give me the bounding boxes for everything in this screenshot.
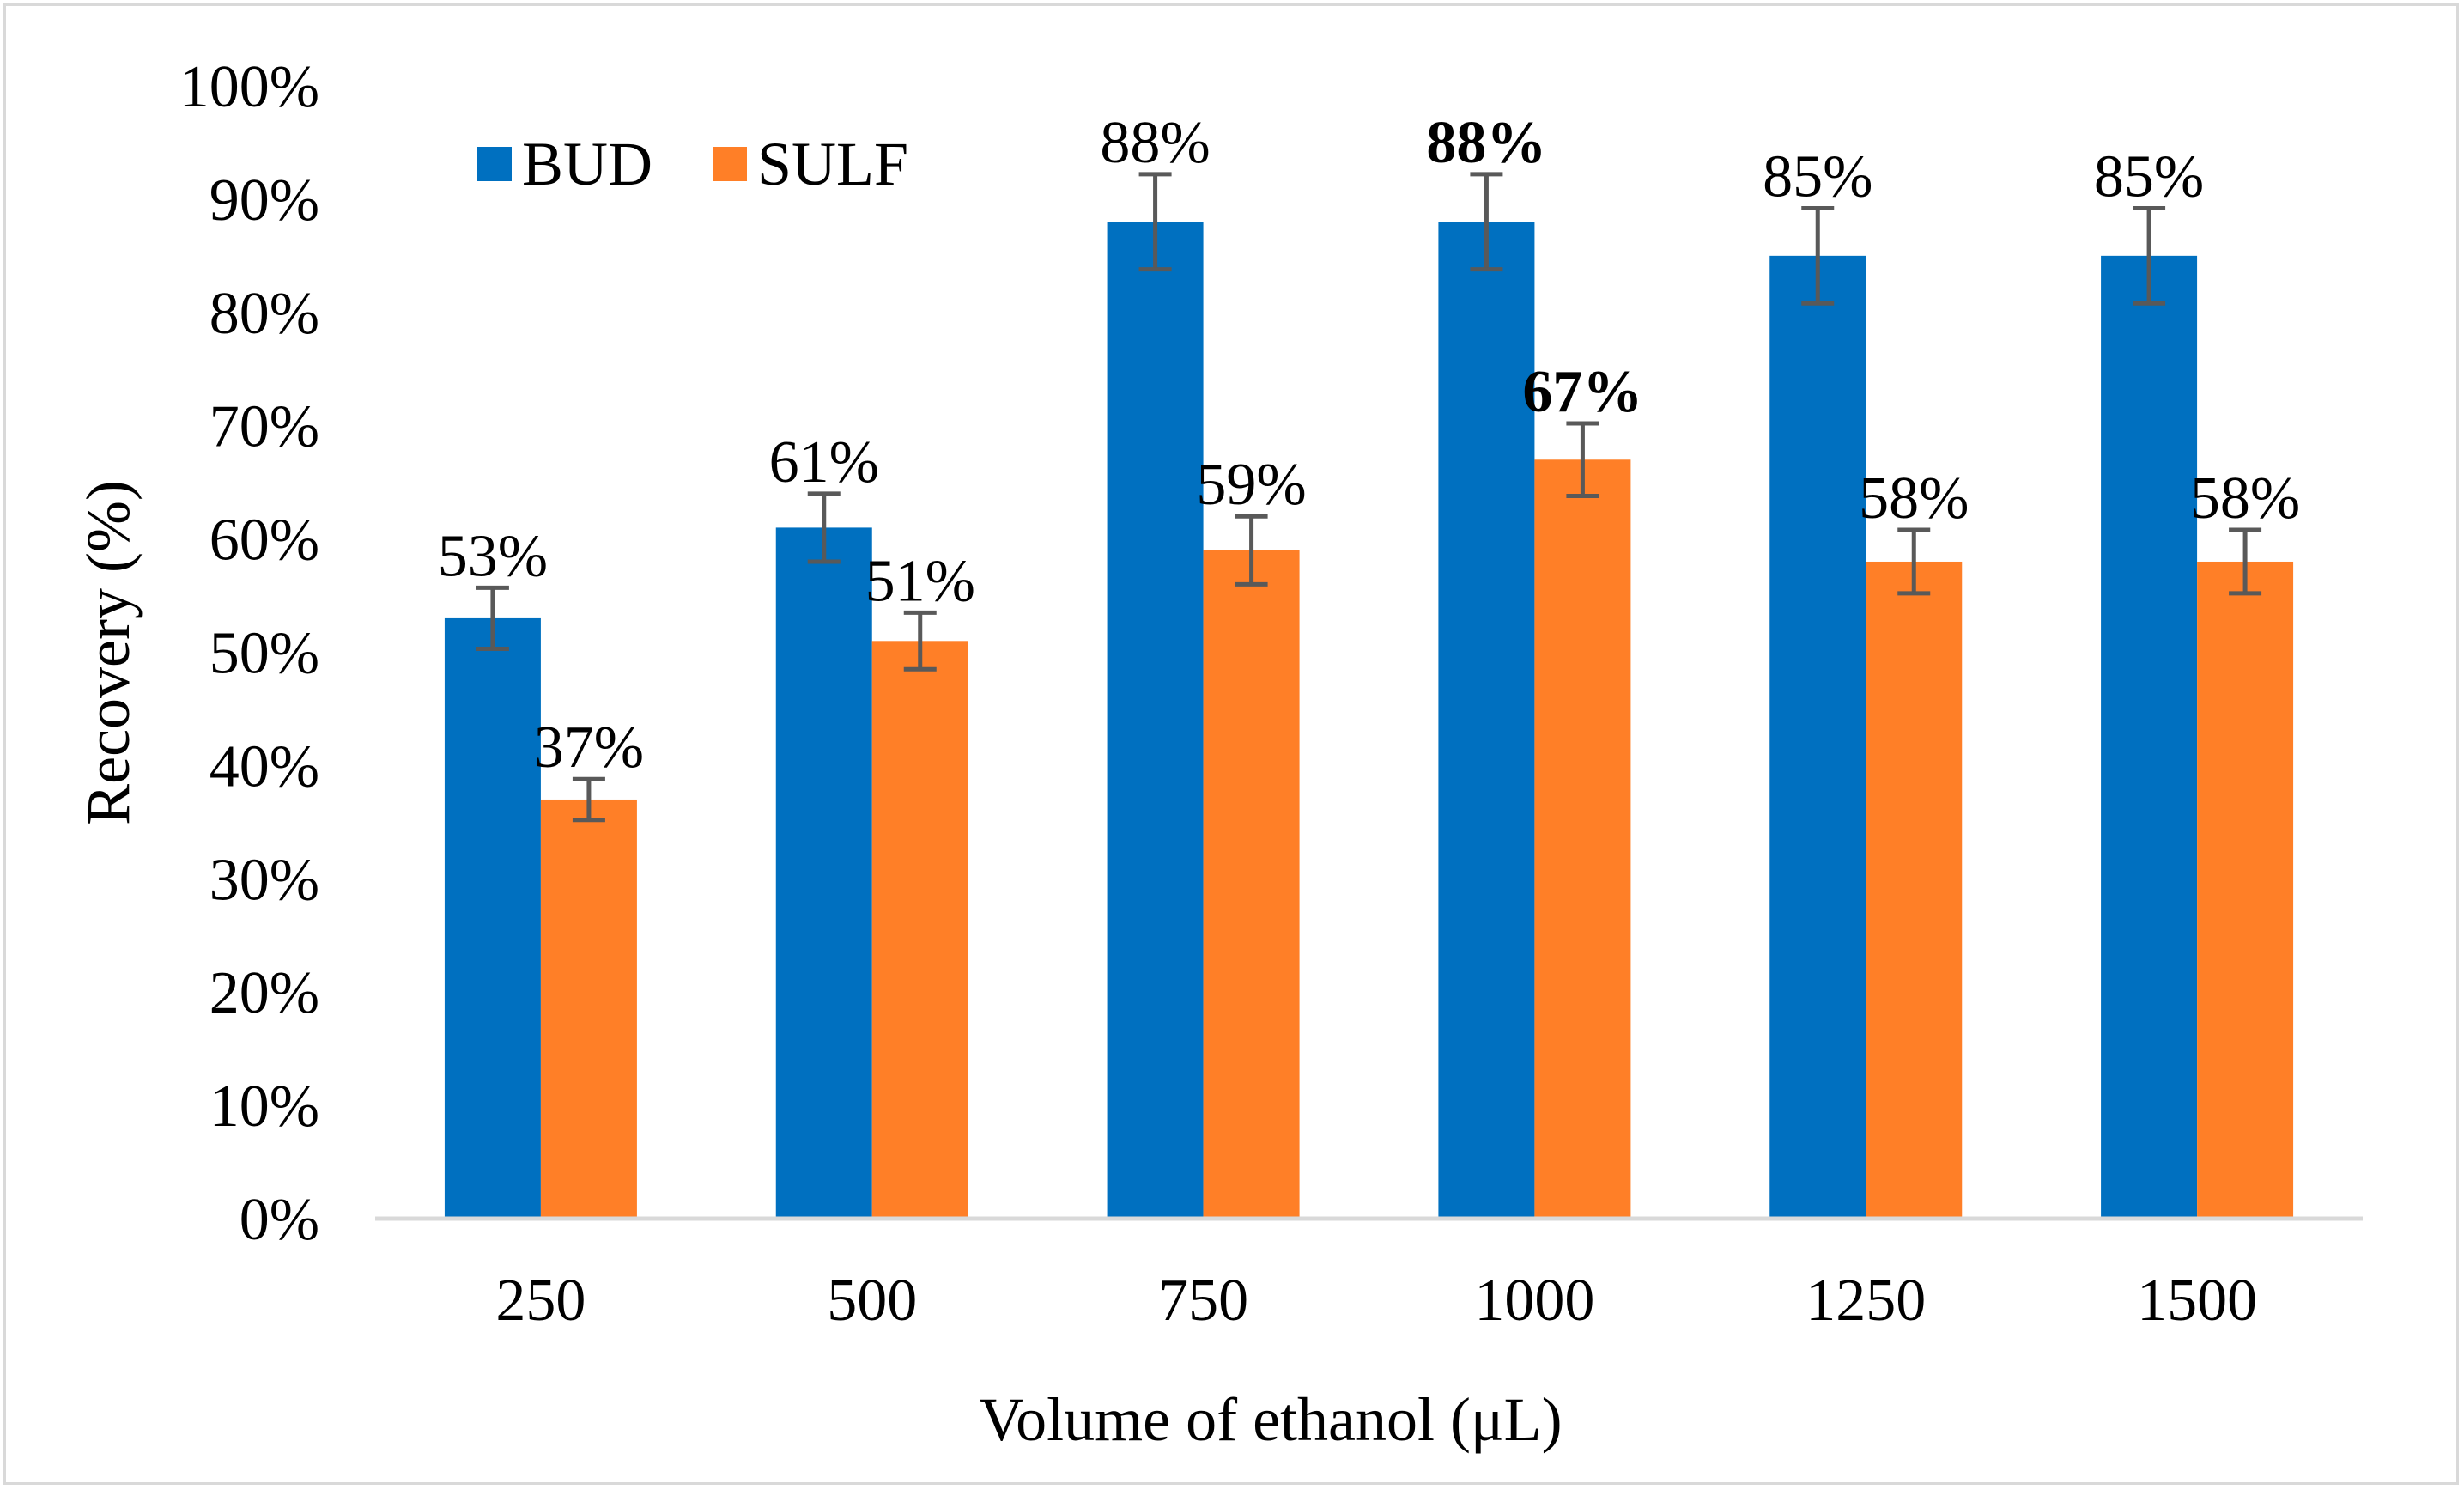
x-axis-categories: 250 500 750 1000 1250 1500 bbox=[495, 1268, 2257, 1334]
y-tick-label: 80% bbox=[209, 281, 319, 347]
y-tick-label: 0% bbox=[240, 1187, 319, 1253]
bar-sulf-750 bbox=[1203, 550, 1300, 1219]
legend: BUD SULF bbox=[477, 130, 908, 198]
data-label-sulf-1000: 67% bbox=[1522, 359, 1642, 425]
error-bar-bud-500 bbox=[807, 491, 841, 564]
y-tick-label: 60% bbox=[209, 508, 319, 574]
x-category-label: 1250 bbox=[1806, 1268, 1926, 1334]
x-category-label: 750 bbox=[1158, 1268, 1248, 1334]
data-label-bud-1500: 85% bbox=[2094, 143, 2204, 210]
x-category-label: 500 bbox=[827, 1268, 917, 1334]
error-bar-sulf-750 bbox=[1235, 514, 1268, 587]
y-tick-label: 70% bbox=[209, 394, 319, 460]
data-label-sulf-750: 59% bbox=[1196, 452, 1306, 518]
x-category-label: 1000 bbox=[1474, 1268, 1594, 1334]
data-label-sulf-1500: 58% bbox=[2190, 465, 2300, 532]
data-label-bud-750: 88% bbox=[1100, 110, 1210, 176]
x-category-label: 250 bbox=[495, 1268, 586, 1334]
y-tick-label: 10% bbox=[209, 1073, 319, 1140]
legend-swatch-bud bbox=[477, 147, 512, 181]
legend-swatch-sulf bbox=[713, 147, 747, 181]
y-tick-label: 20% bbox=[209, 960, 319, 1026]
x-axis-title: Volume of ethanol (μL) bbox=[979, 1385, 1562, 1454]
data-label-bud-1250: 85% bbox=[1763, 143, 1872, 210]
bar-sulf-1500 bbox=[2197, 561, 2294, 1219]
y-tick-label: 90% bbox=[209, 167, 319, 234]
y-tick-label: 40% bbox=[209, 733, 319, 800]
data-label-bud-500: 61% bbox=[769, 429, 879, 496]
data-label-sulf-250: 37% bbox=[534, 715, 644, 781]
bar-bud-750 bbox=[1107, 222, 1204, 1219]
data-label-sulf-1250: 58% bbox=[1859, 465, 1969, 532]
error-bar-bud-750 bbox=[1138, 172, 1172, 272]
bar-bud-1500 bbox=[2101, 255, 2198, 1219]
y-axis-ticks: 0% 10% 20% 30% 40% 50% 60% 70% 80% 90% 100% bbox=[179, 54, 319, 1253]
y-tick-label: 30% bbox=[209, 847, 319, 913]
error-bar-sulf-1250 bbox=[1897, 527, 1931, 596]
error-bar-sulf-500 bbox=[903, 610, 937, 672]
error-bar-bud-1250 bbox=[1801, 205, 1835, 306]
data-label-sulf-500: 51% bbox=[865, 548, 975, 614]
bar-sulf-1000 bbox=[1534, 459, 1631, 1219]
legend-label-sulf: SULF bbox=[757, 130, 908, 198]
bar-sulf-250 bbox=[540, 799, 637, 1219]
bar-sulf-1250 bbox=[1866, 561, 1963, 1219]
error-bar-sulf-1500 bbox=[2229, 527, 2262, 596]
data-labels: 53% 61% 88% 88% 85% 85% 37% 51% 59% 67% 58% 58% bbox=[438, 110, 2300, 781]
error-bar-sulf-1000 bbox=[1566, 421, 1599, 498]
bar-bud-250 bbox=[444, 617, 541, 1219]
legend-label-bud: BUD bbox=[522, 130, 652, 198]
bars bbox=[444, 222, 2294, 1219]
data-label-bud-250: 53% bbox=[438, 523, 548, 589]
error-bar-sulf-250 bbox=[572, 776, 605, 823]
error-bar-bud-1000 bbox=[1470, 172, 1503, 272]
error-bars bbox=[476, 172, 2262, 823]
bar-sulf-500 bbox=[871, 641, 968, 1219]
y-tick-label: 100% bbox=[179, 54, 319, 120]
y-axis-title: Recovery (%) bbox=[74, 480, 143, 825]
x-category-label: 1500 bbox=[2137, 1268, 2257, 1334]
bar-bud-1250 bbox=[1769, 255, 1866, 1219]
error-bar-bud-1500 bbox=[2133, 205, 2166, 306]
bar-bud-1000 bbox=[1438, 222, 1535, 1219]
y-tick-label: 50% bbox=[209, 621, 319, 687]
bar-bud-500 bbox=[775, 527, 872, 1219]
data-label-bud-1000: 88% bbox=[1426, 110, 1546, 176]
error-bar-bud-250 bbox=[476, 585, 509, 652]
